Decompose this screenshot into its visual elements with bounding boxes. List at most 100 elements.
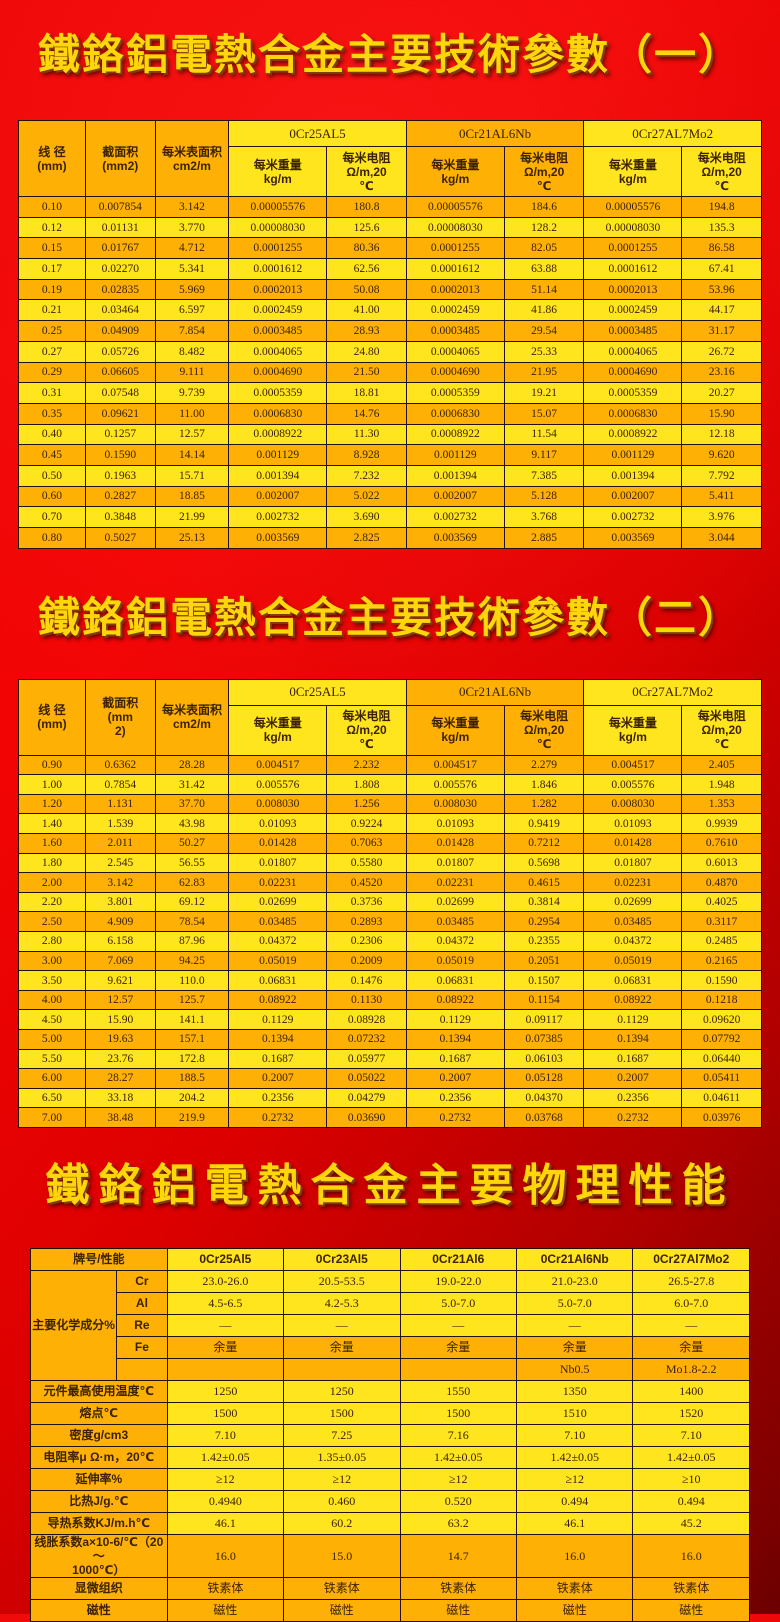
header-alloy-0Cr27Al7Mo2: 0Cr27Al7Mo2 bbox=[632, 1247, 750, 1271]
data-cell: 0.0008922 bbox=[583, 423, 683, 446]
table-row: 1.80 2.545 56.55 0.01807 0.5580 0.01807 0.5698… bbox=[18, 852, 762, 874]
data-cell: 21.95 bbox=[503, 361, 585, 384]
data-cell: 0.01428 bbox=[228, 833, 328, 854]
data-cell: 0.05411 bbox=[681, 1068, 762, 1089]
subheader-weight-0Cr25AL5: 每米重量 kg/m bbox=[228, 704, 328, 756]
data-cell: 94.25 bbox=[154, 950, 230, 972]
data-cell: 0.01093 bbox=[405, 813, 505, 835]
data-cell: 23.76 bbox=[84, 1048, 156, 1070]
data-cell: 0.1394 bbox=[583, 1029, 683, 1050]
data-cell: 3.044 bbox=[681, 527, 762, 549]
data-cell: 0.0004690 bbox=[228, 361, 328, 384]
data-cell: 0.00005576 bbox=[583, 196, 683, 218]
diameter-cell: 1.60 bbox=[18, 833, 86, 854]
table-row: 0.80 0.5027 25.13 0.003569 2.825 0.003569 2.88… bbox=[18, 527, 762, 549]
data-cell: 0.3736 bbox=[326, 891, 407, 913]
table-row: 0.45 0.1590 14.14 0.001129 8.928 0.001129 9.11… bbox=[18, 444, 762, 466]
data-cell: 0.00005576 bbox=[228, 196, 328, 218]
data-cell: 0.008030 bbox=[405, 793, 505, 815]
data-cell: 0.3814 bbox=[503, 891, 585, 913]
data-cell: 0.1394 bbox=[405, 1029, 505, 1050]
diameter-cell: 0.21 bbox=[18, 299, 86, 322]
property-value-cell: 7.25 bbox=[283, 1423, 401, 1447]
property-value-cell: 铁素体 bbox=[166, 1576, 285, 1600]
data-cell: 0.001394 bbox=[405, 464, 505, 487]
diameter-cell: 0.15 bbox=[18, 237, 86, 260]
data-cell: 0.08922 bbox=[583, 989, 683, 1011]
data-cell: 19.63 bbox=[84, 1029, 156, 1050]
data-cell: 0.07385 bbox=[503, 1029, 585, 1050]
property-label: 密度g/cm3 bbox=[30, 1423, 168, 1447]
property-value-cell: 7.10 bbox=[515, 1423, 634, 1447]
data-cell: 0.2356 bbox=[405, 1087, 505, 1109]
header-grade-performance: 牌号/性能 bbox=[30, 1247, 168, 1271]
data-cell: 82.05 bbox=[503, 237, 585, 260]
data-cell: 0.03768 bbox=[503, 1107, 585, 1128]
data-cell: 0.003569 bbox=[228, 527, 328, 549]
table-row: 2.20 3.801 69.12 0.02699 0.3736 0.02699 0.3814… bbox=[18, 891, 762, 913]
property-value-cell: 60.2 bbox=[283, 1511, 401, 1535]
data-cell: 1.256 bbox=[326, 793, 407, 815]
data-cell: 0.02231 bbox=[583, 872, 683, 893]
diameter-cell: 0.60 bbox=[18, 485, 86, 508]
property-value-cell: 1350 bbox=[515, 1379, 634, 1403]
data-cell: 3.976 bbox=[681, 506, 762, 528]
data-cell: 29.54 bbox=[503, 320, 585, 342]
property-value-cell: ≥12 bbox=[283, 1467, 401, 1491]
subheader-weight-0Cr21AL6Nb: 每米重量 kg/m bbox=[405, 704, 505, 756]
data-cell: 0.00005576 bbox=[405, 196, 505, 218]
property-value-cell: 0.4940 bbox=[166, 1489, 285, 1513]
property-value-cell: 46.1 bbox=[166, 1511, 285, 1535]
data-cell: 25.13 bbox=[154, 527, 230, 549]
data-cell: 43.98 bbox=[154, 813, 230, 835]
chem-row: Al 4.5-6.5 4.2-5.3 5.0-7.0 5.0-7.0 6.0-7.0 bbox=[31, 1291, 750, 1315]
data-cell: 3.690 bbox=[326, 506, 407, 528]
data-cell: 0.004517 bbox=[583, 754, 683, 776]
data-cell: 0.04370 bbox=[503, 1087, 585, 1109]
data-cell: 0.1129 bbox=[228, 1009, 328, 1030]
data-cell: 125.6 bbox=[326, 216, 407, 239]
data-cell: 0.0006830 bbox=[228, 402, 328, 425]
data-cell: 0.0002013 bbox=[228, 278, 328, 301]
page-title-params-2: 鐵鉻鋁電熱合金主要技術參數（二） bbox=[37, 595, 742, 642]
property-value-cell: 1500 bbox=[166, 1401, 285, 1425]
table-row: 1.20 1.131 37.70 0.008030 1.256 0.008030 1.282… bbox=[18, 793, 762, 815]
data-cell: 0.06605 bbox=[84, 361, 156, 384]
data-cell: 15.90 bbox=[84, 1009, 156, 1030]
data-cell: 0.07792 bbox=[681, 1029, 762, 1050]
data-cell: 0.05019 bbox=[583, 950, 683, 972]
data-cell: 3.770 bbox=[154, 216, 230, 239]
chem-group-label: 主要化学成分% bbox=[29, 1269, 118, 1381]
data-cell: 7.069 bbox=[84, 950, 156, 972]
property-value-cell: 45.2 bbox=[632, 1511, 750, 1535]
data-cell: 11.30 bbox=[326, 423, 407, 446]
data-cell: 0.1394 bbox=[228, 1029, 328, 1050]
data-cell: 0.0003485 bbox=[583, 320, 683, 342]
data-cell: 7.232 bbox=[326, 464, 407, 487]
chem-value-cell: 6.0-7.0 bbox=[632, 1291, 750, 1315]
table-row: 1.60 2.011 50.27 0.01428 0.7063 0.01428 0.7212… bbox=[18, 833, 762, 854]
data-cell: 87.96 bbox=[154, 931, 230, 952]
data-cell: 63.88 bbox=[503, 258, 585, 280]
property-row: 熔点℃ 1500 1500 1500 1510 1520 bbox=[30, 1401, 750, 1425]
table-row: 0.60 0.2827 18.85 0.002007 5.022 0.002007 5.12… bbox=[18, 485, 762, 508]
chem-value-cell bbox=[399, 1357, 518, 1381]
subheader-resistance-0Cr27AL7Mo2: 每米电阻 Ω/m,20 ℃ bbox=[681, 704, 762, 756]
chem-element-label bbox=[116, 1357, 168, 1381]
property-label: 线胀系数a×10-6/℃（20～ 1000℃） bbox=[30, 1533, 168, 1578]
data-cell: 80.36 bbox=[326, 237, 407, 260]
data-cell: 0.3848 bbox=[84, 506, 156, 528]
chem-value-cell: 21.0-23.0 bbox=[515, 1269, 634, 1293]
chem-value-cell: Nb0.5 bbox=[515, 1357, 634, 1381]
header-row: 线 径 (mm) 截面积 (mm 2) 每米表面积 cm2/m 0Cr25AL5 0Cr… bbox=[18, 678, 762, 756]
diameter-cell: 0.27 bbox=[18, 340, 86, 363]
data-cell: 0.5027 bbox=[84, 527, 156, 549]
data-cell: 0.1130 bbox=[326, 989, 407, 1011]
data-cell: 0.005576 bbox=[405, 774, 505, 795]
data-cell: 5.969 bbox=[154, 278, 230, 301]
data-cell: 21.99 bbox=[154, 506, 230, 528]
data-cell: 0.2485 bbox=[681, 931, 762, 952]
chem-value-cell: 余量 bbox=[399, 1335, 518, 1359]
data-cell: 6.597 bbox=[154, 299, 230, 322]
data-cell: 0.0001612 bbox=[228, 258, 328, 280]
